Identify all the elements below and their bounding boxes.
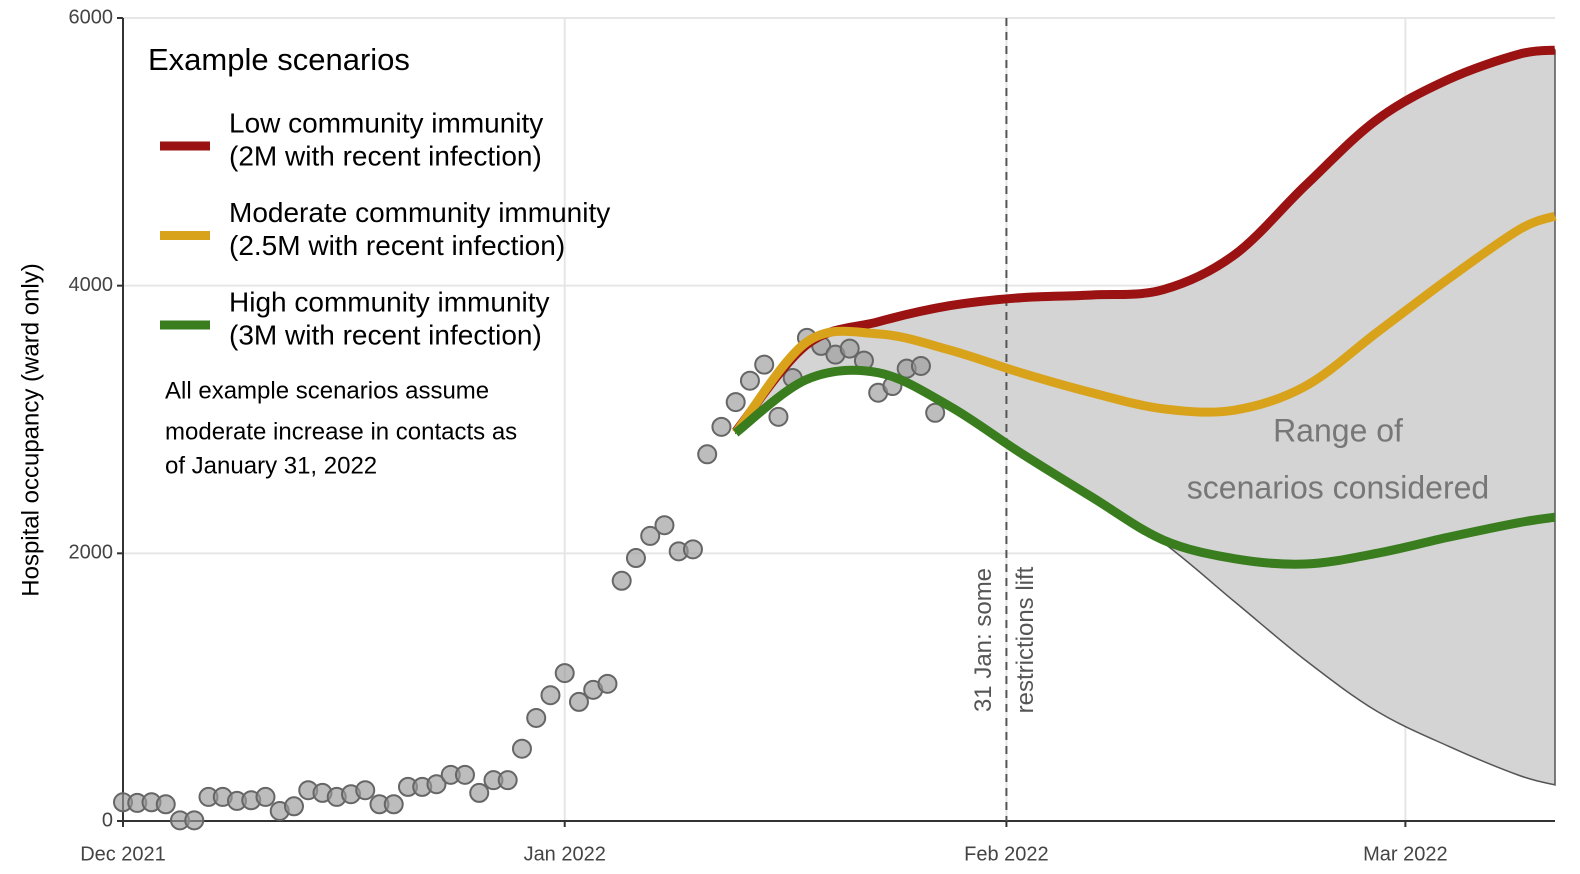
- observed-point: [640, 525, 661, 546]
- legend-label: (2.5M with recent infection): [229, 230, 565, 261]
- note: All example scenarios assume: [165, 377, 489, 404]
- legend-label: Low community immunity: [229, 107, 543, 138]
- scenario-line: [732, 211, 1557, 436]
- observed-point: [625, 548, 646, 569]
- note: moderate increase in contacts as: [165, 418, 517, 445]
- observed-point: [426, 774, 447, 795]
- observed-point: [697, 444, 718, 465]
- observed-point: [184, 810, 205, 831]
- y-tick-label: 2000: [69, 542, 114, 564]
- x-tick-label: Dec 2021: [80, 843, 166, 865]
- observed-point: [568, 691, 589, 712]
- observed-point: [526, 707, 547, 728]
- annotations: 31 Jan: some restrictions lift Low communi…: [160, 107, 1039, 713]
- observed-point: [768, 406, 789, 427]
- observed-point: [355, 780, 376, 801]
- observed-point: [283, 796, 304, 817]
- observed-point: [654, 515, 675, 536]
- observed-point: [383, 794, 404, 815]
- legend-label: (3M with recent infection): [229, 319, 542, 350]
- legend-label: Moderate community immunity: [229, 197, 610, 228]
- legend-title: Example scenarios: [148, 42, 410, 77]
- y-tick-label: 0: [102, 809, 113, 831]
- legend-label: (2M with recent infection): [229, 140, 542, 171]
- scenario-line: [732, 365, 1556, 569]
- observed-point: [469, 782, 490, 803]
- observed-point: [739, 370, 760, 391]
- reference-label: restrictions lift: [1012, 566, 1039, 713]
- marks: [113, 18, 1557, 831]
- y-tick-label: 6000: [69, 6, 114, 28]
- observed-point: [597, 673, 618, 694]
- observed-point: [725, 392, 746, 413]
- observed-point: [839, 338, 860, 359]
- note: of January 31, 2022: [165, 452, 377, 479]
- y-axis-label: Hospital occupancy (ward only): [17, 263, 44, 596]
- x-tick-label: Jan 2022: [524, 843, 606, 865]
- band-label: scenarios considered: [1187, 469, 1489, 505]
- reference-label: 31 Jan: some: [970, 568, 997, 712]
- x-tick-label: Feb 2022: [964, 843, 1049, 865]
- observed-point: [155, 794, 176, 815]
- x-tick-label: Mar 2022: [1363, 843, 1448, 865]
- legend-label: High community immunity: [229, 286, 550, 317]
- observed-point: [925, 402, 946, 423]
- observed-point: [682, 539, 703, 560]
- observed-point: [554, 663, 575, 684]
- observed-point: [754, 354, 775, 375]
- observed-point: [497, 770, 518, 791]
- observed-point: [711, 416, 732, 437]
- observed-point: [454, 764, 475, 785]
- observed-point: [540, 685, 561, 706]
- range-band: [734, 49, 1556, 786]
- observed-point: [910, 355, 931, 376]
- scenario-line: [732, 45, 1556, 435]
- observed-point: [255, 786, 276, 807]
- band-label: Range of: [1273, 412, 1403, 448]
- observed-point: [611, 570, 632, 591]
- observed-point: [511, 738, 532, 759]
- y-tick-label: 4000: [69, 274, 114, 296]
